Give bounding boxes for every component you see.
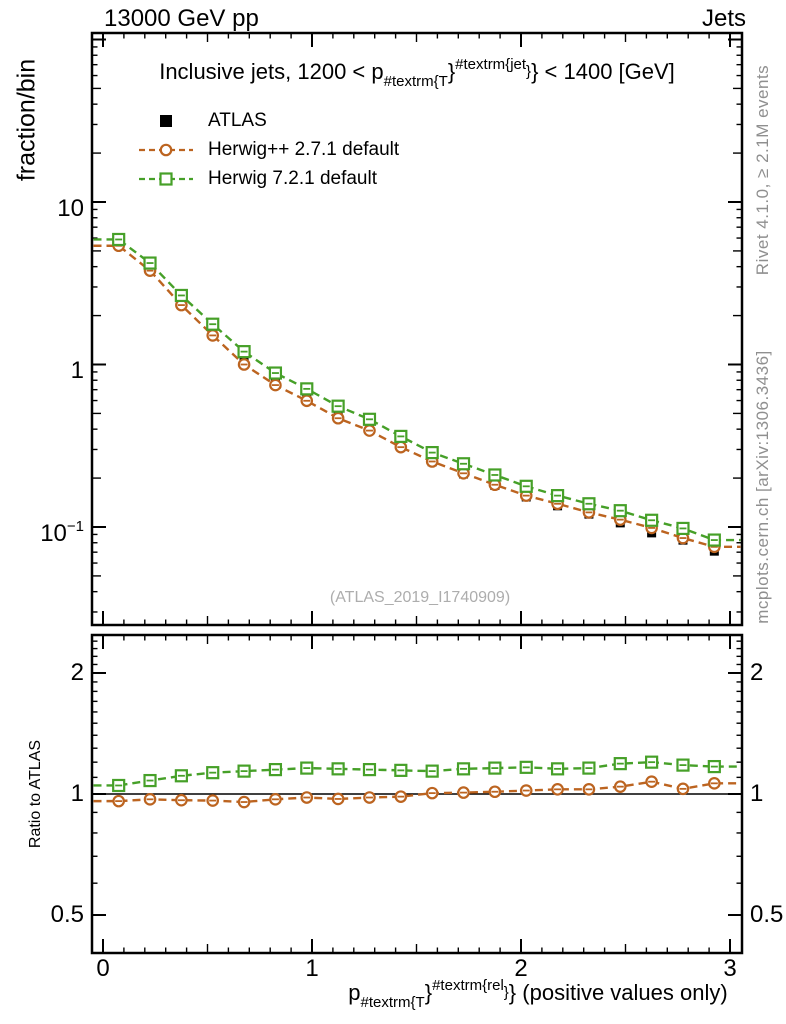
series-ratio-herwig7	[93, 755, 741, 793]
main-ytick-0p1: 10−1	[0, 514, 84, 547]
legend-item-atlas: ATLAS	[138, 106, 399, 135]
panel-title-brace2: }	[531, 59, 539, 84]
xtick-3: 3	[723, 955, 737, 982]
open-square-icon	[139, 171, 193, 186]
mcplots-arxiv-note: mcplots.cern.ch [arXiv:1306.3436]	[753, 350, 772, 624]
filled-square-icon	[160, 114, 172, 127]
series-main-herwigpp	[93, 239, 741, 554]
panel-title-sup-brace: }	[526, 63, 532, 80]
legend-label-herwigpp: Herwig++ 2.7.1 default	[208, 138, 400, 160]
series-ratio-herwigpp	[93, 775, 741, 809]
tick-text: 10	[57, 195, 84, 222]
x-axis-title-p: p	[348, 980, 361, 1005]
tick-text: 1	[70, 357, 84, 384]
beam-energy-label: 13000 GeV pp	[104, 5, 259, 32]
tick-exponent: −1	[66, 518, 84, 535]
panel-title-superscript: #textrm{jet	[455, 56, 527, 73]
main-y-axis-title: fraction/bin	[12, 58, 41, 182]
axis-ticks	[93, 34, 741, 952]
panel-title-suffix: < 1400 [GeV]	[538, 59, 675, 84]
legend-label-herwig7: Herwig 7.2.1 default	[208, 167, 377, 189]
xtick-0: 0	[96, 955, 110, 982]
legend-label-atlas: ATLAS	[208, 109, 267, 131]
x-axis-title: p#textrm{T}#textrm{rel}} (positive value…	[348, 977, 727, 1011]
x-axis-title-brace: }	[424, 980, 433, 1005]
x-axis-title-suffix: (positive values only)	[516, 980, 728, 1005]
legend-item-herwigpp: Herwig++ 2.7.1 default	[138, 135, 399, 164]
tick-text: 10	[40, 520, 67, 547]
x-axis-title-subscript: #textrm{T	[360, 994, 425, 1011]
main-ytick-10: 10	[0, 189, 84, 222]
panel-title-brace: }	[447, 59, 456, 84]
x-axis-title-superscript: #textrm{rel	[432, 977, 504, 994]
open-circle-icon	[139, 143, 193, 156]
legend-item-herwig7: Herwig 7.2.1 default	[138, 164, 399, 193]
x-axis-title-brace2: }	[508, 980, 517, 1005]
analysis-id-watermark: (ATLAS_2019_I1740909)	[329, 589, 511, 606]
ratio-ytick-right-2: 2	[750, 659, 764, 686]
xtick-2: 2	[514, 955, 528, 982]
panel-title-text: Inclusive jets, 1200 < p	[159, 59, 384, 84]
legend: ATLAS Herwig++ 2.7.1 default Herwig 7.2.…	[138, 106, 399, 193]
main-ytick-1: 1	[0, 351, 84, 384]
series-main-herwig7	[93, 232, 741, 547]
series-main-atlas	[114, 238, 719, 556]
ratio-ytick-left-0p5: 0.5	[50, 901, 84, 928]
ratio-ytick-left-2: 2	[70, 659, 84, 686]
panel-title: Inclusive jets, 1200 < p#textrm{T}#textr…	[92, 56, 742, 90]
ratio-ytick-left-1: 1	[70, 780, 84, 807]
analysis-group-label: Jets	[701, 5, 746, 32]
xtick-1: 1	[305, 955, 319, 982]
x-axis-title-sup-brace: }	[503, 984, 509, 1001]
rivet-version-note: Rivet 4.1.0, ≥ 2.1M events	[753, 64, 772, 276]
panel-title-subscript: #textrm{T	[383, 73, 448, 90]
ratio-ytick-right-0p5: 0.5	[750, 901, 784, 928]
ratio-ytick-right-1: 1	[750, 780, 764, 807]
